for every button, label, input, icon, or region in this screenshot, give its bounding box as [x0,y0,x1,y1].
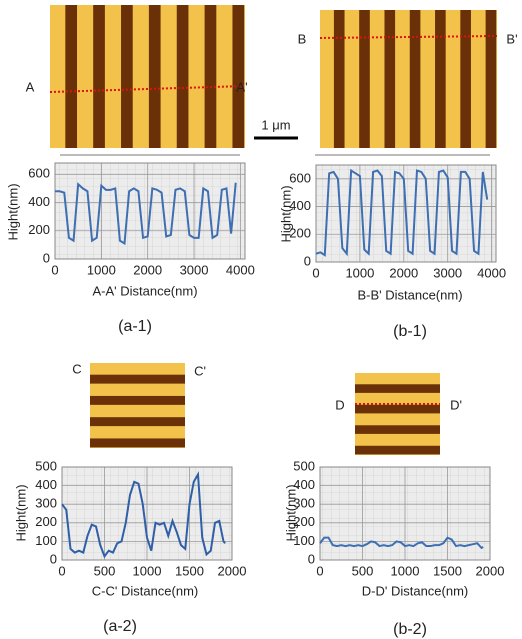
y-tick-label: 600 [289,170,311,185]
x-axis-label: D-D' Distance(nm) [362,583,469,598]
section-marker: C [72,361,81,376]
y-tick-label: 400 [289,198,311,213]
afm-stripe [359,10,370,148]
y-axis-label: Hight(nm) [278,185,293,242]
x-tick-label: 1500 [175,563,204,578]
afm-stripe [355,404,440,414]
x-tick-label: 500 [352,563,374,578]
y-tick-label: 400 [35,477,57,492]
y-tick-label: 200 [293,514,315,529]
y-axis-label: Hight(nm) [283,484,298,541]
y-tick-label: 200 [28,222,50,237]
x-tick-label: 2000 [476,563,505,578]
y-tick-label: 0 [308,551,315,566]
x-tick-label: 3000 [180,262,209,277]
profile-line [319,35,498,39]
plot-frame [315,164,497,263]
plot-frame [61,466,233,561]
data-line [319,536,484,550]
section-marker: B' [506,31,517,46]
afm-stripe [485,10,497,148]
afm-stripe [435,10,446,148]
afm-stripe [355,384,440,393]
data-line [61,471,226,559]
x-axis-label: A-A' Distance(nm) [92,283,197,298]
afm-stripe [409,10,421,148]
afm-stripe [176,5,189,148]
y-tick-label: 400 [28,194,50,209]
profile-line [49,85,246,93]
x-tick-label: 0 [312,265,319,280]
y-tick-label: 0 [43,250,50,265]
x-tick-label: 4000 [226,262,255,277]
section-marker: A' [236,79,247,94]
afm-stripe [90,438,185,448]
y-tick-label: 300 [35,496,57,511]
x-axis-label: C-C' Distance(nm) [92,583,199,598]
y-tick-label: 0 [304,253,311,268]
x-tick-label: 2000 [133,262,162,277]
afm-stripe [90,374,185,384]
plot-frame [54,162,246,260]
data-line [315,168,489,257]
y-tick-label: 600 [28,166,50,181]
afm-stripe [232,5,245,148]
panel-caption: (b-2) [393,621,427,638]
afm-stripe [65,5,78,148]
y-axis-label: Hight(nm) [5,183,20,240]
afm-stripe [204,5,217,148]
section-marker: D' [450,397,462,412]
afm-stripe [355,425,440,434]
y-axis-label: Hight(nm) [13,484,28,541]
afm-stripe [90,417,185,427]
x-axis-label: B-B' Distance(nm) [357,287,462,302]
x-tick-label: 500 [94,563,116,578]
x-tick-label: 2000 [218,563,247,578]
x-tick-label: 1000 [133,563,162,578]
afm-stripe [460,10,471,148]
scale-bar-label: 1 μm [261,117,290,132]
plot-frame [319,466,491,561]
section-marker: D [335,397,344,412]
x-tick-label: 0 [51,262,58,277]
afm-stripe [148,5,161,148]
y-tick-label: 500 [35,458,57,473]
x-tick-label: 4000 [477,265,506,280]
y-tick-label: 100 [35,533,57,548]
y-tick-label: 0 [50,551,57,566]
panel-caption: (a-2) [103,618,137,635]
section-marker: B [298,31,307,46]
afm-stripe [333,10,345,148]
data-line [55,182,237,246]
x-tick-label: 2000 [389,265,418,280]
panel-caption: (a-1) [118,318,152,335]
section-marker: C' [194,363,206,378]
x-tick-label: 0 [58,563,65,578]
x-tick-label: 0 [316,563,323,578]
y-tick-label: 500 [293,458,315,473]
afm-stripe [121,5,133,148]
afm-stripe [384,10,396,148]
x-tick-label: 1000 [345,265,374,280]
x-tick-label: 1000 [87,262,116,277]
x-tick-label: 1000 [391,563,420,578]
x-tick-label: 1500 [433,563,462,578]
y-tick-label: 100 [293,533,315,548]
y-tick-label: 200 [35,514,57,529]
x-tick-label: 3000 [433,265,462,280]
y-tick-label: 300 [293,496,315,511]
afm-stripe [355,445,440,455]
afm-stripe [90,395,185,405]
afm-stripe [93,5,105,148]
y-tick-label: 400 [293,477,315,492]
section-marker: A [26,79,35,94]
y-tick-label: 200 [289,226,311,241]
panel-caption: (b-1) [393,323,427,340]
